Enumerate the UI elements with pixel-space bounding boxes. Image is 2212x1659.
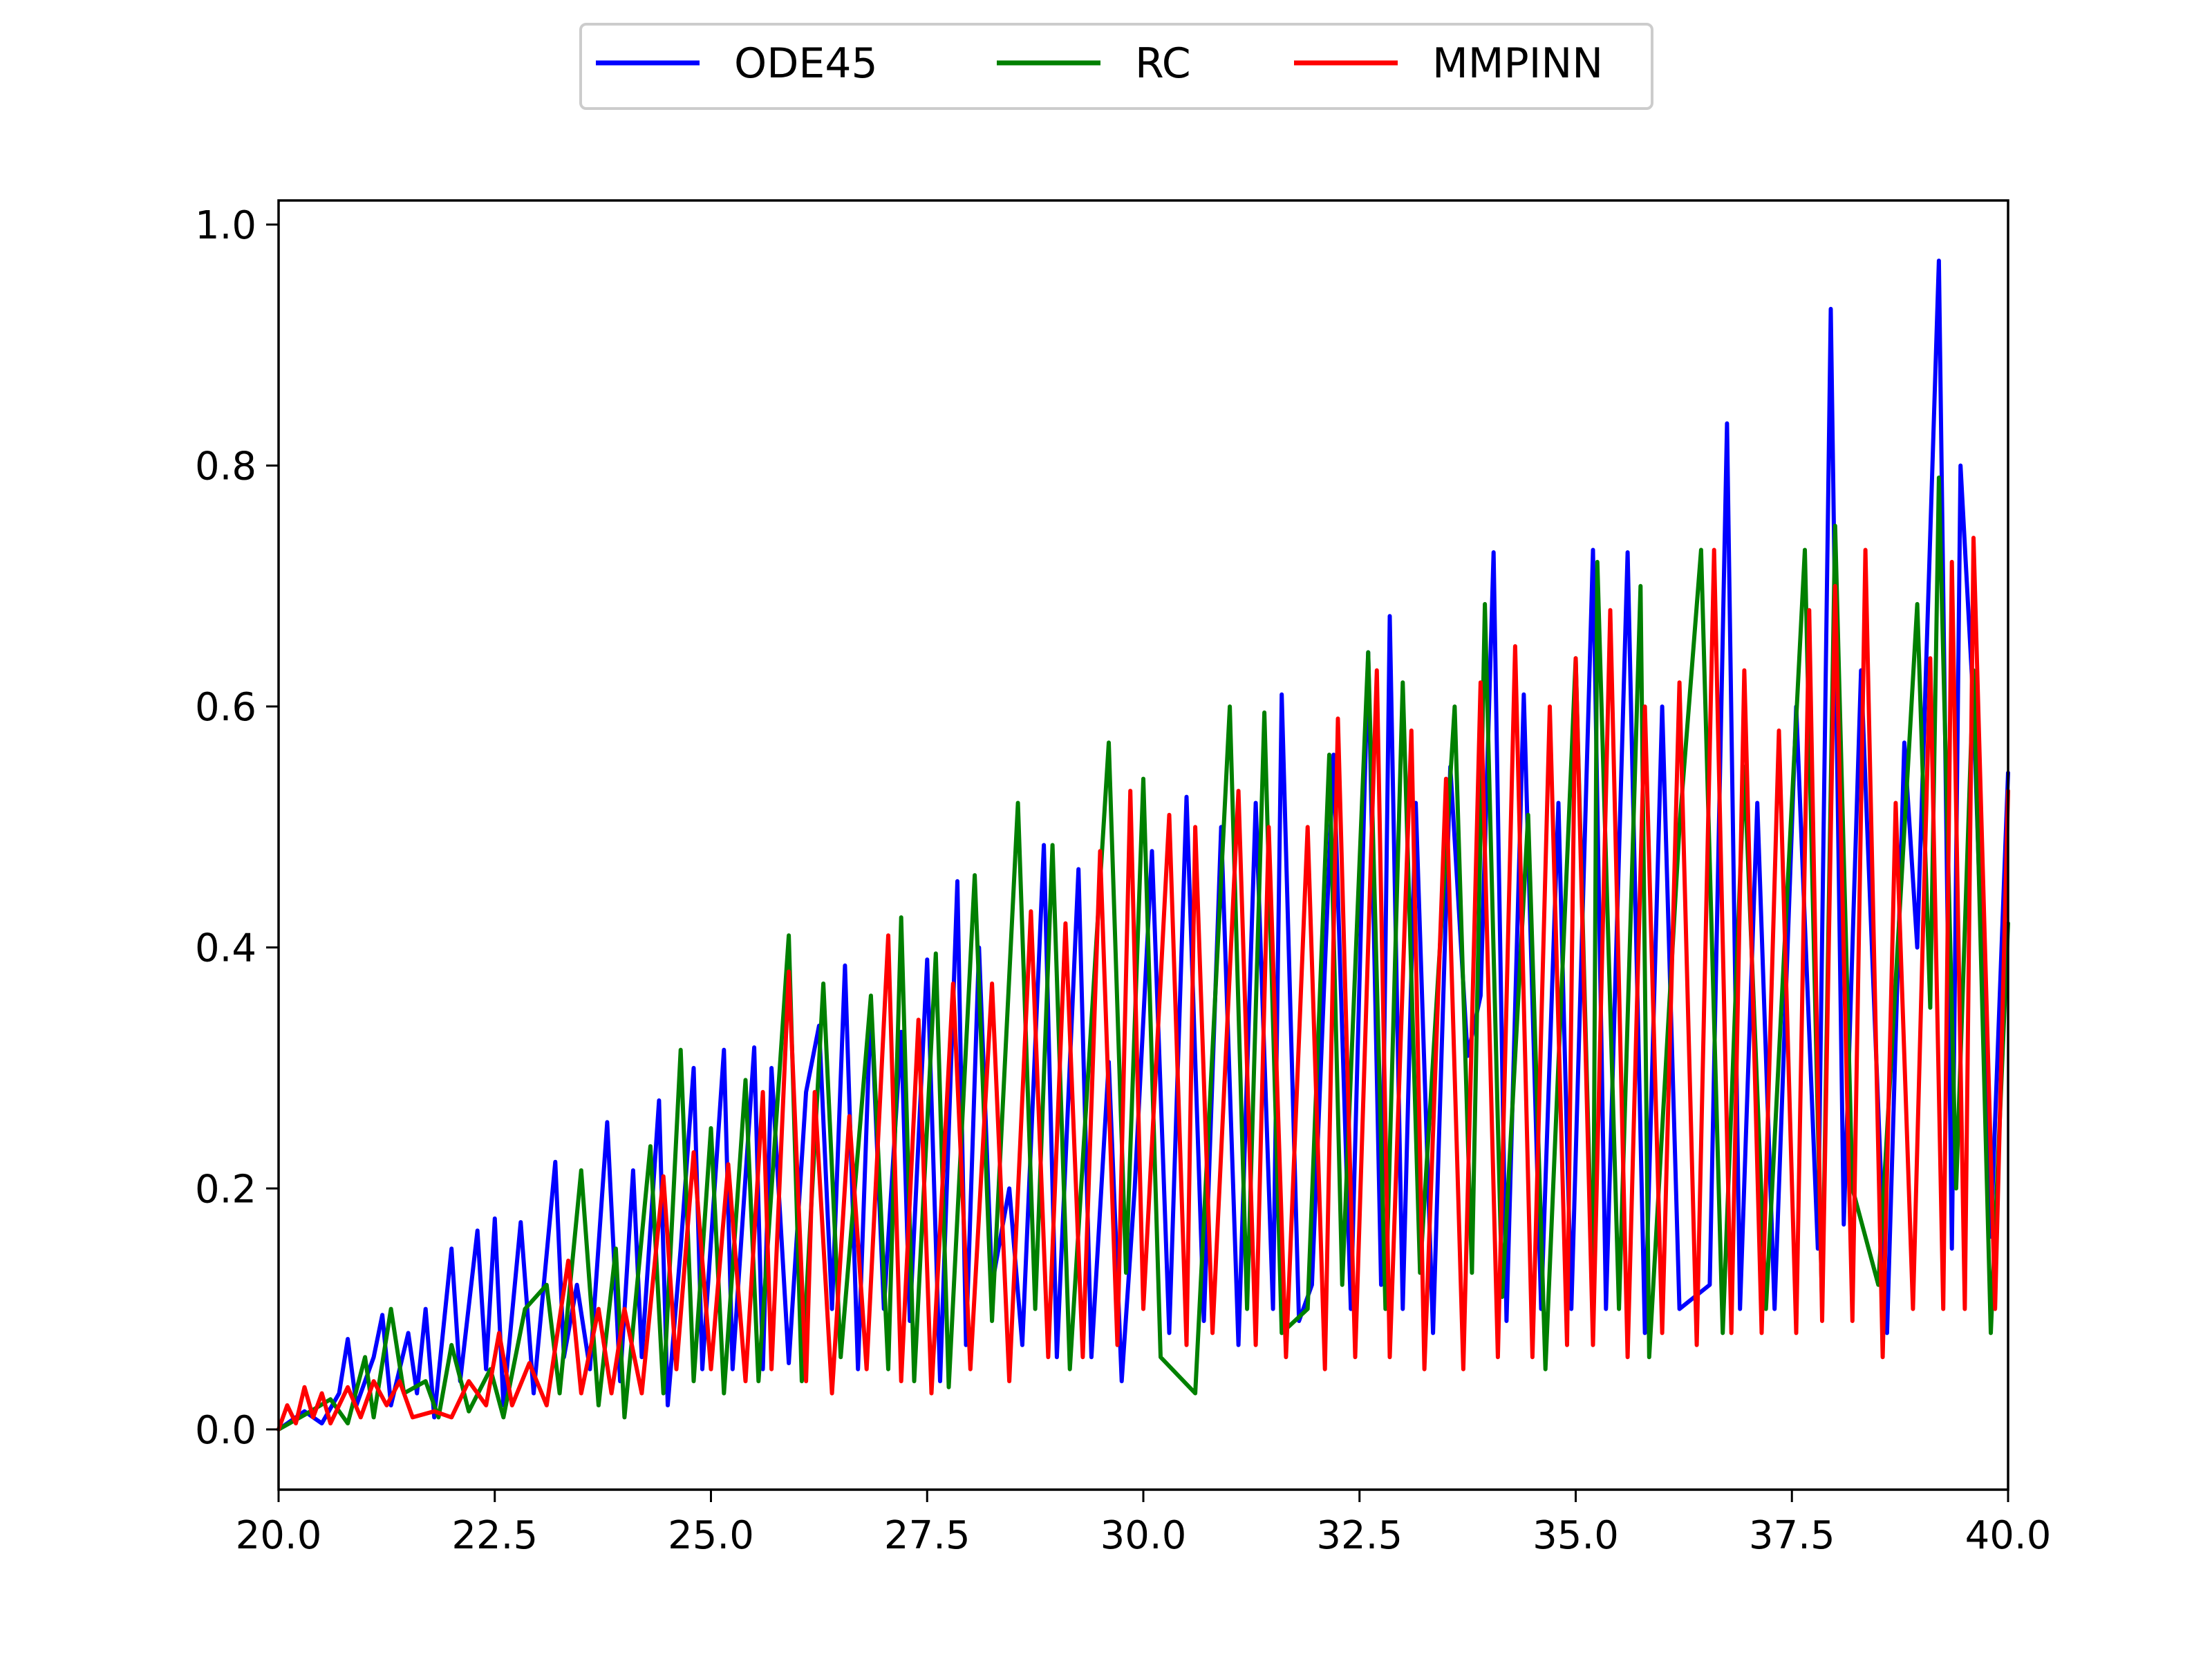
ticks-layer: 20.0 22.5 25.0 27.5 30.0 32.5 35.0 37.5 40.0 0.0 0… [195,203,2051,1558]
y-tick-label: 1.0 [195,203,256,248]
y-tick-label: 0.6 [195,685,256,730]
x-tick-label: 37.5 [1749,1513,1835,1558]
x-tick-label: 32.5 [1316,1513,1403,1558]
x-tick-label: 30.0 [1100,1513,1187,1558]
x-tick-label: 25.0 [668,1513,754,1558]
x-tick-label: 35.0 [1533,1513,1619,1558]
series-line-mmpinn [276,536,2010,1432]
legend: ODE45 RC MMPINN [579,23,1653,110]
x-tick-label: 22.5 [451,1513,538,1558]
y-tick-label: 0.0 [195,1408,256,1453]
legend-label-rc: RC [1135,39,1191,88]
legend-box [579,23,1653,110]
series-line-rc [276,475,2010,1432]
series-line-ode45 [276,259,2010,1432]
x-tick-label: 40.0 [1965,1513,2052,1558]
y-tick-label: 0.8 [195,444,256,489]
y-tick-label: 0.2 [195,1167,256,1212]
x-tick-label: 20.0 [236,1513,322,1558]
y-tick-label: 0.4 [195,926,256,971]
legend-label-mmpinn: MMPINN [1432,39,1603,88]
x-tick-label: 27.5 [884,1513,971,1558]
series-layer [276,259,2010,1432]
legend-label-ode45: ODE45 [734,39,878,88]
